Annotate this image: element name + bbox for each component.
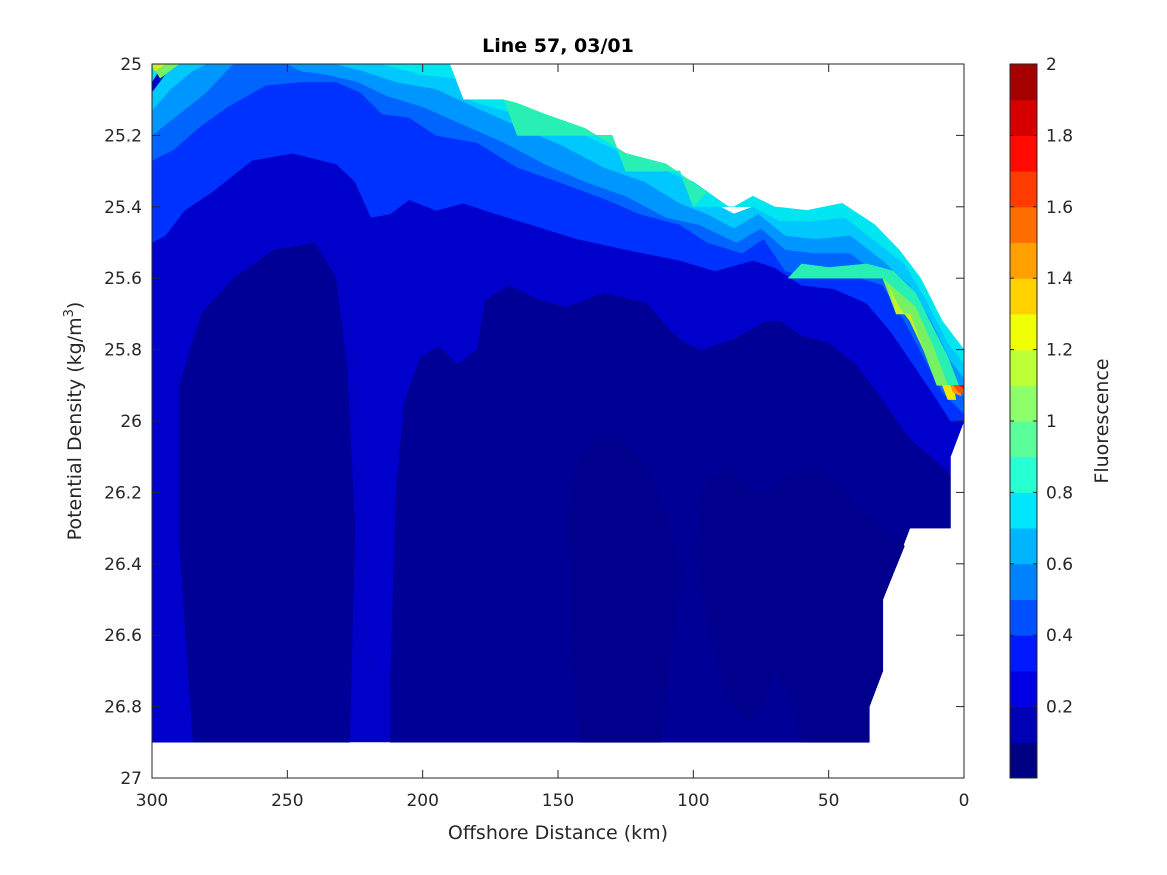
colorbar-band xyxy=(1010,171,1037,208)
colorbar-band xyxy=(1010,635,1037,672)
colorbar-band xyxy=(1010,64,1037,101)
contour-band-18 xyxy=(887,285,924,350)
y-tick-label: 26 xyxy=(120,412,142,432)
y-tick-label: 27 xyxy=(120,769,142,789)
contour-band-13 xyxy=(503,99,708,208)
y-tick-label: 26.4 xyxy=(104,555,142,575)
contour-band-17 xyxy=(152,64,166,72)
y-tick-label: 25.6 xyxy=(104,269,142,289)
colorbar-tick-label: 2 xyxy=(1046,55,1057,75)
x-tick-label: 300 xyxy=(136,791,168,811)
y-tick-label: 26.8 xyxy=(104,698,142,718)
colorbar-band xyxy=(1010,670,1037,708)
y-tick-label: 25.8 xyxy=(104,341,142,361)
x-tick-label: 100 xyxy=(677,791,709,811)
contour-band-0 xyxy=(178,242,356,743)
y-axis-label-text: Potential Density (kg/m xyxy=(64,317,86,540)
colorbar-band xyxy=(1010,563,1037,600)
y-axis-label-close: ) xyxy=(64,302,86,309)
colorbar-band xyxy=(1010,313,1037,351)
contour-band-10 xyxy=(346,64,456,79)
colorbar-tick-label: 1 xyxy=(1046,412,1057,432)
colorbar-bands xyxy=(1010,64,1037,779)
plot-area xyxy=(151,63,965,779)
contour-layer xyxy=(152,64,964,743)
colorbar-tick-label: 1.6 xyxy=(1046,198,1073,218)
y-tick-label: 26.6 xyxy=(104,626,142,646)
y-axis-label: Potential Density (kg/m3) xyxy=(62,302,86,541)
chart-title: Line 57, 03/01 xyxy=(482,35,634,57)
colorbar-band xyxy=(1010,742,1037,779)
y-axis: 25 25.2 25.4 25.6 25.8 26 26.2 26.4 26.6 26.8 27 xyxy=(104,55,964,789)
colorbar-band xyxy=(1010,706,1037,743)
colorbar-label: Fluorescence xyxy=(1091,358,1113,483)
colorbar-tick-label: 1.2 xyxy=(1046,341,1073,361)
colorbar-band xyxy=(1010,99,1037,136)
x-tick-label: 50 xyxy=(818,791,840,811)
y-tick-label: 26.2 xyxy=(104,483,142,503)
x-tick-label: 150 xyxy=(542,791,574,811)
x-tick-label: 250 xyxy=(271,791,303,811)
colorbar-band xyxy=(1010,278,1037,315)
x-axis-label: Offshore Distance (km) xyxy=(448,822,668,844)
x-tick-label: 0 xyxy=(959,791,970,811)
colorbar-band xyxy=(1010,385,1037,422)
contour-band-2 xyxy=(568,438,683,743)
colorbar-band xyxy=(1010,242,1037,279)
y-tick-label: 25 xyxy=(120,55,142,75)
colorbar-band xyxy=(1010,349,1037,386)
colorbar-band xyxy=(1010,528,1037,565)
x-tick-label: 200 xyxy=(406,791,438,811)
colorbar-tick-label: 0.6 xyxy=(1046,555,1073,575)
colorbar-tick-label: 0.2 xyxy=(1046,698,1073,718)
colorbar-band xyxy=(1010,135,1037,172)
contour-band-22 xyxy=(958,385,964,390)
colorbar-ticks: 0.2 0.4 0.6 0.8 1 1.2 1.4 1.6 1.8 2 xyxy=(1010,55,1073,718)
colorbar-tick-label: 1.8 xyxy=(1046,126,1073,146)
contour-band-3 xyxy=(695,470,905,743)
colorbar-band xyxy=(1010,206,1037,243)
colorbar-band xyxy=(1010,456,1037,493)
y-tick-label: 25.4 xyxy=(104,198,142,218)
colorbar-tick-label: 0.8 xyxy=(1046,483,1073,503)
colorbar-band xyxy=(1010,421,1037,458)
colorbar-tick-label: 1.4 xyxy=(1046,269,1073,289)
x-axis: 300 250 200 150 100 50 0 xyxy=(136,64,970,811)
y-tick-label: 25.2 xyxy=(104,126,142,146)
colorbar-tick-label: 0.4 xyxy=(1046,626,1073,646)
colorbar: 0.2 0.4 0.6 0.8 1 1.2 1.4 1.6 1.8 2 Fluorescence xyxy=(1009,55,1113,779)
colorbar-band xyxy=(1010,492,1037,529)
y-axis-label-superscript: 3 xyxy=(62,309,77,317)
colorbar-band xyxy=(1010,599,1037,636)
